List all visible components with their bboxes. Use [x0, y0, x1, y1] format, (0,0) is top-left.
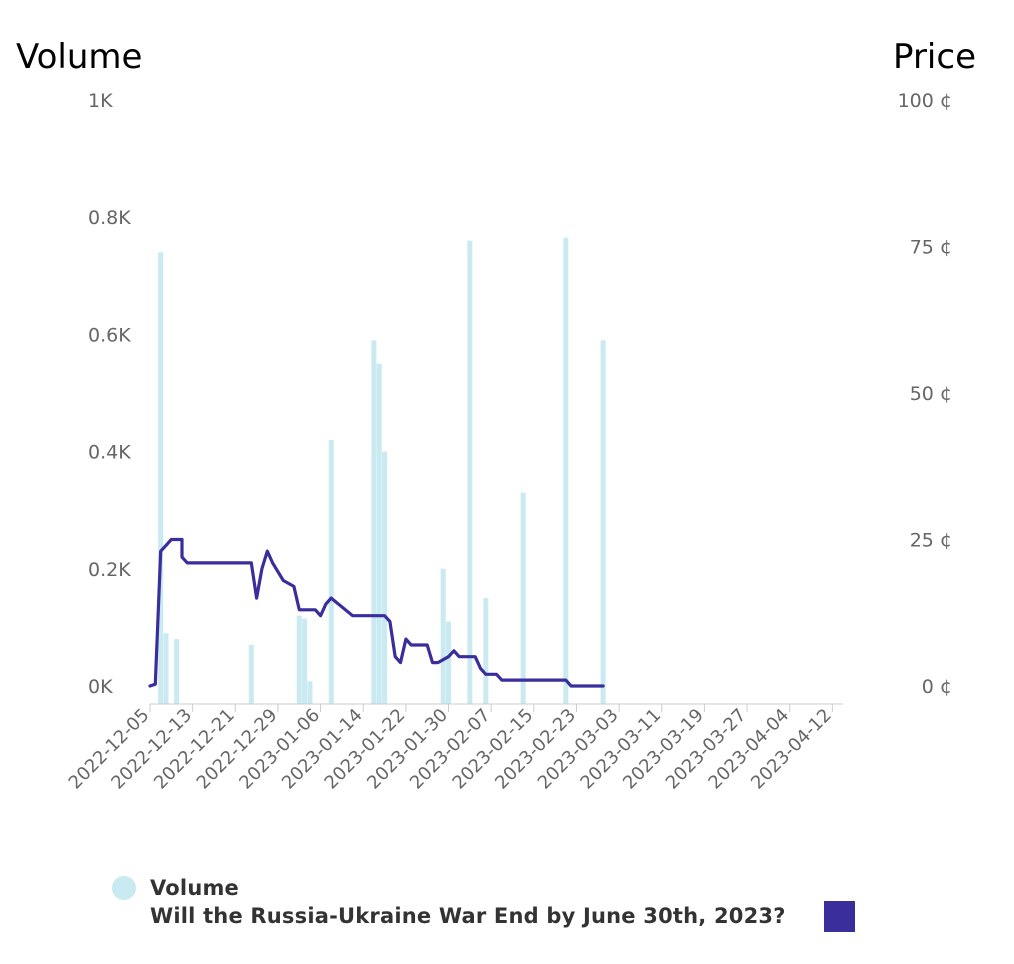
y-left-tick-label: 0.4K — [88, 442, 131, 464]
y-right-axis-title: Price — [893, 37, 976, 77]
volume-bar — [174, 639, 180, 704]
x-axis-ticks: 2022-12-052022-12-132022-12-212022-12-29… — [65, 704, 836, 794]
y-right-tick-label: 75 ¢ — [910, 237, 952, 259]
volume-bar — [600, 340, 606, 704]
legend-label-price: Will the Russia-Ukraine War End by June … — [150, 904, 786, 928]
price-legend-marker — [823, 900, 855, 932]
volume-legend-marker — [112, 876, 136, 900]
volume-bar — [520, 492, 526, 704]
y-right-tick-label: 50 ¢ — [910, 383, 952, 405]
volume-bar — [376, 363, 382, 704]
volume-bars — [158, 237, 606, 705]
volume-bar — [446, 621, 452, 704]
volume-bar — [440, 568, 446, 704]
price-line — [148, 537, 605, 688]
volume-bar — [302, 618, 308, 704]
volume-bar — [467, 240, 473, 704]
volume-bar — [248, 644, 254, 704]
y-left-tick-label: 0K — [88, 676, 113, 698]
y-right-tick-label: 100 ¢ — [898, 90, 952, 112]
volume-bar — [371, 340, 377, 704]
volume-bar — [163, 633, 169, 704]
volume-bar — [307, 681, 313, 704]
volume-bar — [483, 598, 489, 704]
y-left-tick-label: 0.6K — [88, 324, 131, 346]
volume-bar — [158, 252, 164, 705]
y-right-tick-label: 25 ¢ — [910, 530, 952, 552]
y-right-tick-label: 0 ¢ — [922, 676, 952, 698]
legend-item-price[interactable]: Will the Russia-Ukraine War End by June … — [112, 900, 855, 932]
y-left-tick-label: 0.8K — [88, 207, 131, 229]
volume-bar — [563, 237, 569, 704]
legend-item-volume[interactable]: Volume — [112, 874, 855, 902]
y-left-axis-title: Volume — [16, 37, 142, 77]
volume-bar — [328, 439, 334, 704]
y-right-axis-ticks: 0 ¢ 25 ¢ 50 ¢ 75 ¢ 100 ¢ — [898, 90, 952, 698]
y-left-tick-label: 0.2K — [88, 559, 131, 581]
y-left-tick-label: 1K — [88, 90, 113, 112]
legend-label-volume: Volume — [150, 876, 240, 900]
volume-bar — [296, 615, 302, 704]
legend: Volume Will the Russia-Ukraine War End b… — [112, 874, 855, 932]
volume-bar — [382, 451, 388, 704]
y-left-axis-ticks: 0K 0.2K 0.4K 0.6K 0.8K 1K — [88, 90, 131, 698]
